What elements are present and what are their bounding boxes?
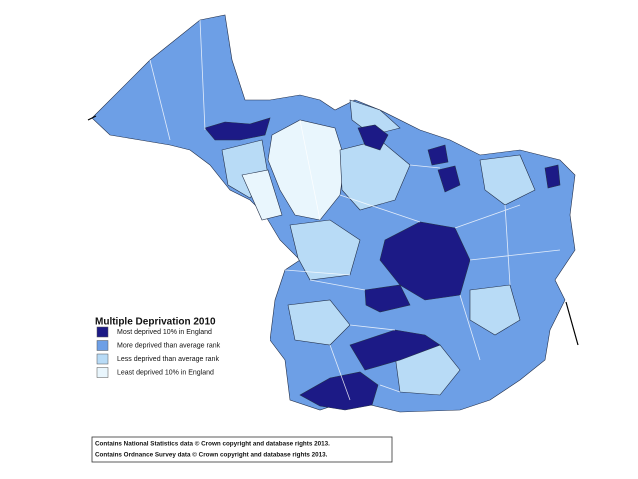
most-deprived-area xyxy=(427,144,449,166)
boundary-line xyxy=(87,115,579,346)
legend: Multiple Deprivation 2010 Most deprived … xyxy=(90,313,270,381)
legend-title: Multiple Deprivation 2010 xyxy=(95,317,216,328)
legend-label: More deprived than average rank xyxy=(117,342,221,349)
most-deprived-area xyxy=(204,117,271,141)
most-deprived-area xyxy=(299,371,379,411)
least-deprived-area xyxy=(241,169,283,221)
legend-swatch xyxy=(96,340,109,351)
less-deprived-area xyxy=(349,99,401,136)
attribution-line: Contains Ordnance Survey data © Crown co… xyxy=(95,451,328,459)
legend-swatch xyxy=(96,326,109,338)
attribution-line: Contains National Statistics data © Crow… xyxy=(95,440,330,448)
legend-swatch xyxy=(96,353,109,365)
less-deprived-area xyxy=(287,299,351,346)
legend-swatch xyxy=(96,367,109,378)
less-deprived-area xyxy=(469,284,521,336)
legend-label: Less deprived than average rank xyxy=(117,356,219,363)
most-deprived-area xyxy=(364,284,411,313)
legend-background xyxy=(90,313,270,381)
less-deprived-area xyxy=(479,154,536,206)
ward-boundaries xyxy=(149,19,561,401)
most-deprived-area xyxy=(437,165,461,193)
attribution-box xyxy=(91,436,393,463)
least-deprived-area xyxy=(267,119,346,221)
legend-label: Most deprived 10% in England xyxy=(117,329,212,336)
most-deprived-area xyxy=(357,124,389,151)
most-deprived-area xyxy=(544,164,561,189)
legend-label: Least deprived 10% in England xyxy=(117,369,214,376)
